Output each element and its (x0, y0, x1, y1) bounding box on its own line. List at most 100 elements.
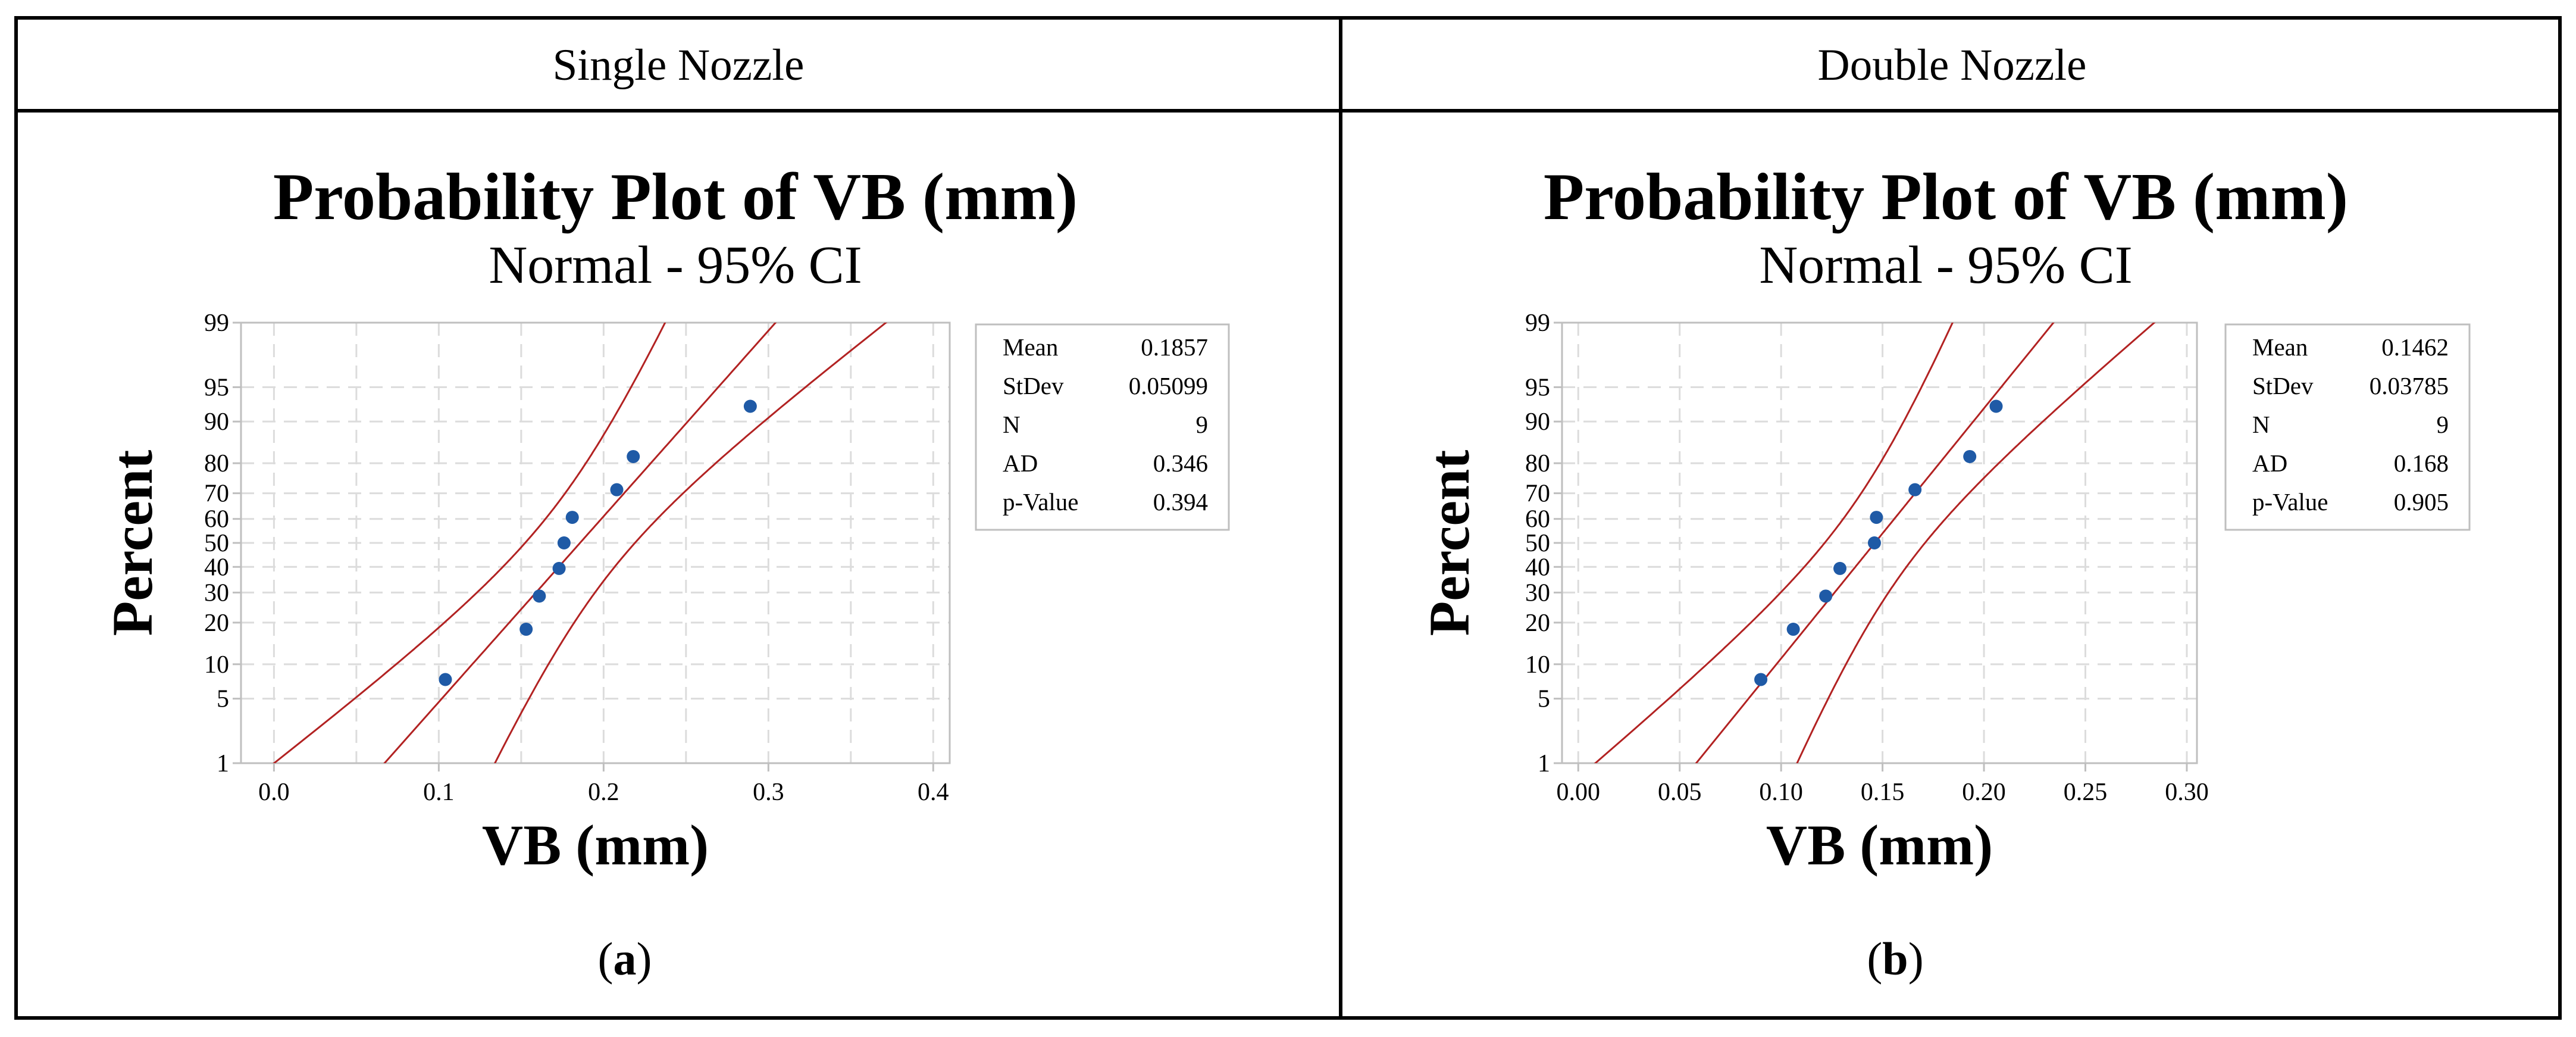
fitted-line (383, 323, 777, 763)
data-point (1963, 449, 1977, 463)
data-point (565, 511, 579, 524)
x-tick-label: 0.4 (918, 779, 949, 806)
chart-subtitle: Normal - 95% CI (489, 236, 862, 295)
data-point (1786, 623, 1800, 636)
y-tick-label: 30 (204, 579, 229, 607)
chart-title: Probability Plot of VB (mm) (1544, 160, 2348, 234)
x-tick-label: 0.00 (1557, 779, 1601, 806)
y-tick-label: 60 (204, 506, 229, 533)
x-tick-label: 0.10 (1759, 779, 1803, 806)
y-tick-label: 95 (204, 374, 229, 401)
y-tick-label: 10 (204, 651, 229, 679)
stat-value: 0.394 (1153, 488, 1208, 516)
stats-box: Mean 0.1857 StDev 0.05099 N 9 AD 0.346 p-Value 0.… (975, 323, 1230, 531)
x-axis-title: VB (mm) (1766, 813, 1993, 877)
stat-label: Mean (2252, 333, 2308, 361)
ci-band-upper (494, 323, 888, 763)
stat-label: Mean (1003, 333, 1058, 361)
data-point (1908, 483, 1922, 496)
y-tick-label: 90 (1525, 408, 1550, 436)
data-point (439, 673, 452, 686)
stat-value: 0.346 (1153, 449, 1208, 477)
y-tick-label: 60 (1525, 506, 1550, 533)
chart-panel-a: Probability Plot of VB (mm)Normal - 95% … (101, 160, 1230, 985)
ci-band-lower (273, 323, 666, 763)
y-tick-label: 50 (204, 530, 229, 557)
y-tick-label: 1 (217, 750, 229, 777)
column-divider (1339, 16, 1342, 1020)
x-tick-label: 0.2 (588, 779, 619, 806)
chart-panel-b: Probability Plot of VB (mm)Normal - 95% … (1417, 160, 2471, 985)
y-tick-label: 40 (204, 554, 229, 581)
caption-letter: b (1882, 933, 1908, 985)
y-tick-label: 99 (1525, 310, 1550, 337)
data-point (1867, 536, 1881, 549)
y-tick-label: 90 (204, 408, 229, 436)
stat-value: 0.905 (2394, 488, 2449, 516)
stat-value: 0.1462 (2381, 333, 2449, 361)
y-tick-label: 20 (204, 610, 229, 637)
y-tick-label: 40 (1525, 554, 1550, 581)
stat-label: N (2252, 411, 2270, 438)
stat-value: 0.168 (2394, 449, 2449, 477)
panel-caption: (b) (1867, 933, 1923, 985)
column-header-single: Single Nozzle (552, 40, 805, 90)
y-tick-label: 1 (1538, 750, 1550, 777)
stats-box-frame (975, 323, 1230, 531)
stat-value: 0.05099 (1129, 372, 1208, 399)
ci-band-lower (1594, 323, 1954, 763)
y-tick-label: 70 (1525, 480, 1550, 508)
fit-lines (273, 323, 888, 763)
data-point (1870, 511, 1883, 524)
stats-box-frame (2224, 323, 2471, 531)
stat-value: 0.03785 (2370, 372, 2449, 399)
stat-value: 9 (1196, 411, 1209, 438)
column-header-double: Double Nozzle (1817, 40, 2087, 90)
stat-label: StDev (1003, 372, 1064, 399)
x-tick-label: 0.15 (1861, 779, 1905, 806)
stat-label: p-Value (1003, 488, 1079, 516)
y-tick-label: 30 (1525, 579, 1550, 607)
stat-label: StDev (2252, 372, 2314, 399)
data-point (1989, 399, 2003, 413)
data-point (1833, 561, 1847, 575)
y-tick-label: 50 (1525, 530, 1550, 557)
data-point (519, 623, 533, 636)
x-axis-title: VB (mm) (482, 813, 709, 877)
y-axis-title: Percent (101, 450, 164, 636)
stat-value: 9 (2437, 411, 2449, 438)
stat-value: 0.1857 (1141, 333, 1208, 361)
y-tick-label: 20 (1525, 610, 1550, 637)
figure-frame (14, 16, 2562, 1020)
x-tick-label: 0.3 (753, 779, 784, 806)
stat-label: p-Value (2252, 488, 2328, 516)
y-tick-label: 70 (204, 480, 229, 508)
data-point (1754, 673, 1768, 686)
x-tick-label: 0.05 (1658, 779, 1702, 806)
y-tick-label: 5 (217, 686, 229, 713)
y-tick-label: 10 (1525, 651, 1550, 679)
stat-label: AD (2252, 449, 2287, 477)
data-point (552, 561, 566, 575)
data-point (533, 589, 546, 603)
y-tick-label: 5 (1538, 686, 1550, 713)
x-tick-label: 0.0 (258, 779, 290, 806)
grid-lines (241, 321, 950, 764)
x-tick-label: 0.30 (2165, 779, 2209, 806)
x-tick-label: 0.25 (2064, 779, 2108, 806)
chart-title: Probability Plot of VB (mm) (273, 160, 1078, 234)
y-tick-label: 99 (204, 310, 229, 337)
stat-label: N (1003, 411, 1021, 438)
caption-letter: a (614, 933, 637, 985)
header-divider (14, 109, 2562, 113)
x-tick-label: 0.1 (423, 779, 455, 806)
data-point (610, 483, 624, 496)
stat-label: AD (1003, 449, 1038, 477)
data-point (557, 536, 571, 549)
ci-band-upper (1796, 323, 2156, 763)
data-point (1819, 589, 1833, 603)
y-tick-label: 80 (1525, 450, 1550, 477)
chart-subtitle: Normal - 95% CI (1759, 236, 2132, 295)
y-axis-title: Percent (1417, 450, 1481, 636)
